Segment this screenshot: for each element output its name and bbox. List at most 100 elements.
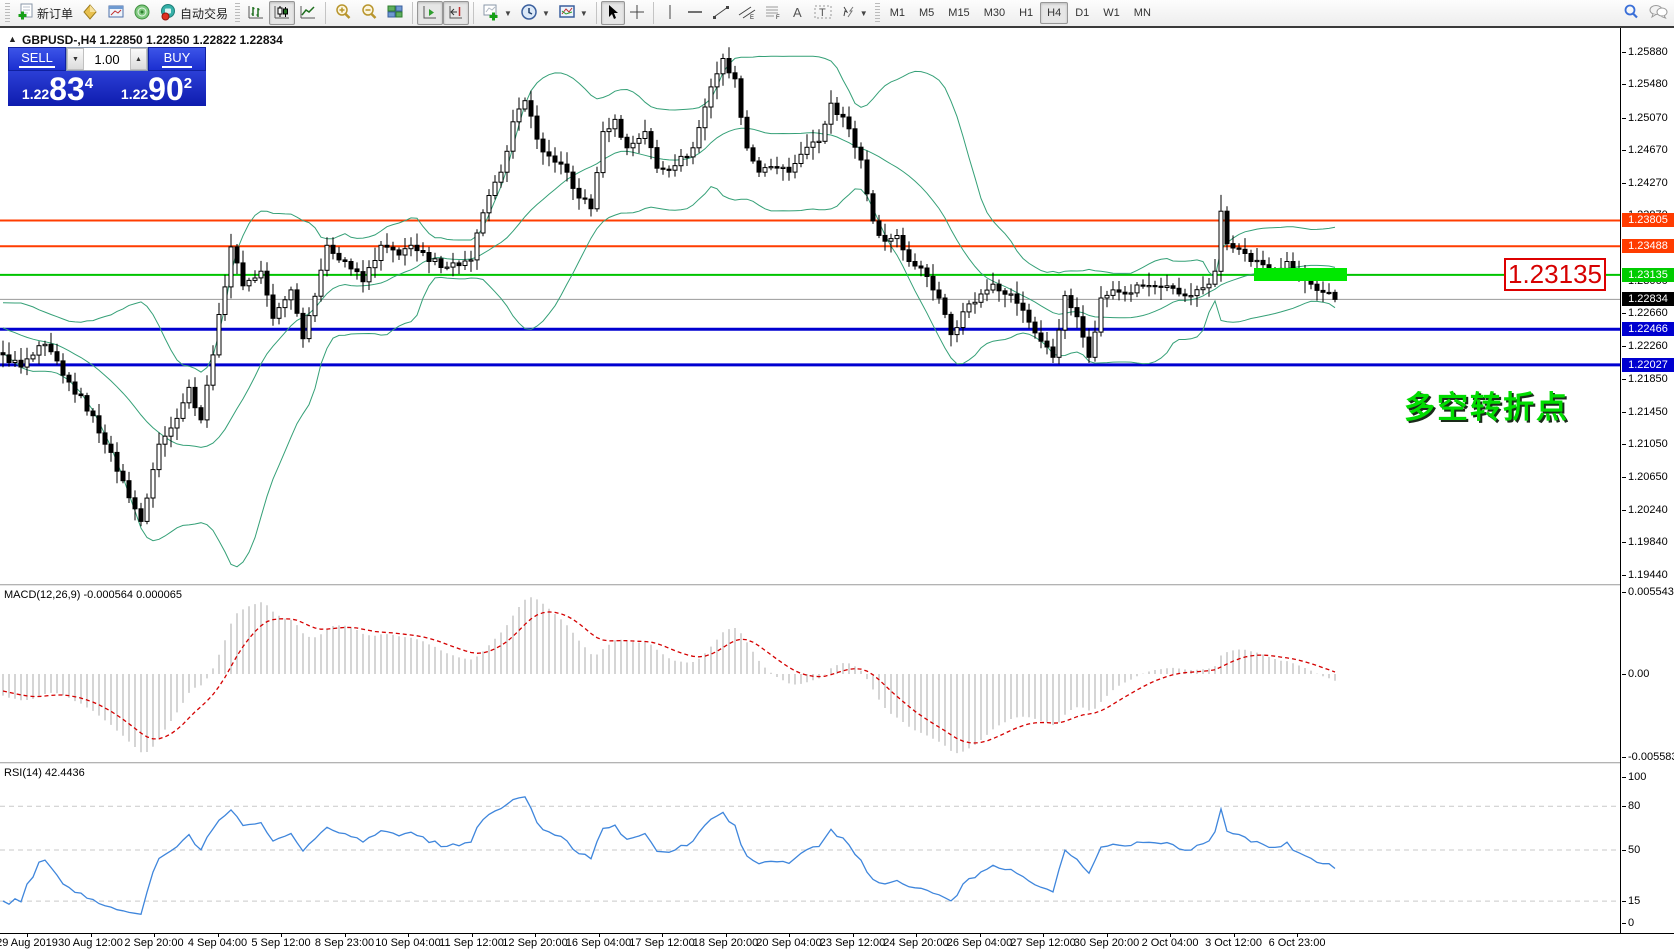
time-axis-label: 16 Sep 04:00 bbox=[565, 937, 632, 949]
price-scale-tick: 1.22260 bbox=[1622, 339, 1668, 352]
price-scale-tick: -0.005583 bbox=[1622, 751, 1674, 764]
search-button[interactable] bbox=[1618, 1, 1644, 25]
timeframe-button-m1[interactable]: M1 bbox=[889, 7, 905, 19]
one-click-trading-panel: SELL ▼ 1.00 ▲ BUY 1.22 83 4 1.22 90 2 bbox=[8, 47, 206, 106]
time-axis-label: 4 Sep 04:00 bbox=[187, 937, 248, 949]
new-order-button[interactable]: 新订单 bbox=[13, 1, 77, 25]
timeframe-button-m5[interactable]: M5 bbox=[919, 7, 935, 19]
chat-bubbles-icon bbox=[1648, 3, 1668, 24]
toolbar-grip[interactable] bbox=[874, 3, 880, 23]
indicators-button[interactable]: ▼ bbox=[478, 1, 516, 25]
timeframe-bar: M1 M5 M15 M30 H1 H4 D1 W1 MN bbox=[883, 2, 1158, 24]
price-scale[interactable]: 1.25880 1.25480 1.25070 1.24670 1.24270 1.238… bbox=[1620, 28, 1674, 933]
one-click-collapse-icon[interactable]: ▲ bbox=[8, 34, 17, 44]
bar-chart-button[interactable] bbox=[243, 1, 269, 25]
time-axis-label: 20 Sep 04:00 bbox=[756, 937, 822, 949]
arrows-button[interactable]: ▼ bbox=[836, 1, 872, 25]
price-scale-badge: 1.22834 bbox=[1622, 292, 1674, 307]
svg-text:T: T bbox=[819, 7, 826, 19]
time-axis-tick bbox=[725, 934, 727, 937]
toolbar-grip[interactable] bbox=[235, 3, 241, 23]
sell-button[interactable]: SELL bbox=[8, 47, 66, 71]
dropdown-caret: ▼ bbox=[504, 8, 512, 18]
macd-pane[interactable] bbox=[0, 586, 1620, 762]
periods-button[interactable]: ▼ bbox=[516, 1, 554, 25]
price-scale-tick: 0.00 bbox=[1621, 668, 1650, 680]
line-chart-button[interactable] bbox=[295, 1, 321, 25]
timeframe-button-m30[interactable]: M30 bbox=[983, 7, 1006, 19]
svg-text:F: F bbox=[776, 15, 780, 20]
volume-down-button[interactable]: ▼ bbox=[67, 48, 84, 70]
buy-price-display[interactable]: 1.22 90 2 bbox=[107, 71, 206, 106]
text-label-button[interactable]: T bbox=[810, 1, 836, 25]
candlestick-chart-button[interactable] bbox=[269, 1, 296, 25]
rsi-pane[interactable] bbox=[0, 764, 1620, 933]
time-axis-label: 10 Sep 04:00 bbox=[375, 937, 441, 949]
main-price-chart[interactable] bbox=[0, 28, 1620, 584]
pane-separator[interactable] bbox=[0, 584, 1674, 586]
cursor-button[interactable] bbox=[600, 1, 625, 25]
time-axis-label: 12 Sep 20:00 bbox=[502, 937, 568, 949]
time-axis-label: 5 Sep 12:00 bbox=[251, 937, 311, 949]
chart-annotation-text[interactable]: 多空转折点 bbox=[1404, 390, 1569, 425]
time-axis-tick bbox=[916, 934, 917, 937]
pane-separator[interactable] bbox=[0, 762, 1674, 764]
time-axis-tick bbox=[535, 934, 536, 937]
price-scale-tick: 1.20650 bbox=[1622, 470, 1668, 483]
time-axis-tick bbox=[90, 934, 92, 937]
equidistant-channel-button[interactable]: E bbox=[734, 1, 760, 25]
metaeditor-button[interactable] bbox=[77, 1, 103, 25]
chart-shift-icon bbox=[447, 3, 465, 24]
volume-value[interactable]: 1.00 bbox=[94, 51, 120, 67]
volume-up-button[interactable]: ▲ bbox=[130, 48, 147, 70]
zoom-out-button[interactable] bbox=[356, 1, 382, 25]
text-button[interactable]: A bbox=[786, 1, 810, 25]
time-axis-label: 30 Aug 12:00 bbox=[58, 937, 123, 949]
price-scale-tick: 1.19440 bbox=[1622, 568, 1668, 581]
time-axis-tick bbox=[154, 934, 155, 937]
buy-button[interactable]: BUY bbox=[148, 47, 206, 71]
time-axis-tick bbox=[979, 934, 981, 937]
arrows-icon bbox=[840, 4, 856, 23]
sell-price-display[interactable]: 1.22 83 4 bbox=[8, 71, 107, 106]
chart-ohlc-header: GBPUSD-,H4 1.22850 1.22850 1.22822 1.228… bbox=[22, 33, 283, 47]
price-tag-label[interactable]: 1.23135 bbox=[1504, 258, 1606, 291]
time-axis-label: 18 Sep 20:00 bbox=[692, 937, 759, 949]
auto-scroll-button[interactable] bbox=[417, 1, 444, 25]
price-scale-tick: 0.005543 bbox=[1622, 585, 1674, 598]
vertical-line-icon bbox=[663, 4, 677, 23]
zoom-in-button[interactable] bbox=[330, 1, 356, 25]
chat-button[interactable] bbox=[1644, 1, 1672, 25]
fibonacci-button[interactable]: F bbox=[760, 1, 786, 25]
timeframe-button-d1[interactable]: D1 bbox=[1075, 7, 1090, 19]
autotrading-button[interactable]: 自动交易 bbox=[155, 1, 232, 25]
time-axis-tick bbox=[1233, 934, 1235, 937]
timeframe-button-mn[interactable]: MN bbox=[1133, 7, 1151, 19]
time-axis[interactable]: 29 Aug 2019 30 Aug 12:00 2 Sep 20:00 4 Sep … bbox=[0, 934, 1674, 950]
timeframe-button-w1[interactable]: W1 bbox=[1103, 7, 1120, 19]
horizontal-line-button[interactable] bbox=[682, 1, 708, 25]
tile-windows-button[interactable] bbox=[382, 1, 408, 25]
trendline-button[interactable] bbox=[708, 1, 734, 25]
time-axis-label: 29 Aug 2019 bbox=[0, 937, 58, 949]
timeframe-button-h4[interactable]: H4 bbox=[1040, 2, 1069, 24]
new-chart-button[interactable] bbox=[103, 1, 129, 25]
templates-button[interactable]: ▼ bbox=[554, 1, 592, 25]
volume-spinner: ▼ 1.00 ▲ bbox=[66, 47, 148, 71]
new-order-label: 新订单 bbox=[37, 6, 74, 21]
price-scale-tick: 1.22660 bbox=[1622, 307, 1668, 320]
chart-shift-button[interactable] bbox=[443, 1, 470, 25]
rsi-indicator-label: RSI(14) 42.4436 bbox=[4, 767, 85, 779]
time-axis-label: 3 Oct 12:00 bbox=[1205, 937, 1262, 949]
toolbar-grip[interactable] bbox=[5, 3, 10, 23]
time-axis-label: 2 Oct 04:00 bbox=[1141, 937, 1199, 949]
macd-indicator-label: MACD(12,26,9) -0.000564 0.000065 bbox=[4, 589, 182, 601]
time-axis-tick bbox=[1170, 934, 1171, 937]
vertical-line-button[interactable] bbox=[658, 1, 682, 25]
timeframe-button-m15[interactable]: M15 bbox=[948, 7, 970, 19]
timeframe-button-h1[interactable]: H1 bbox=[1019, 7, 1034, 19]
signals-button[interactable] bbox=[129, 1, 155, 25]
crosshair-button[interactable] bbox=[625, 1, 649, 25]
crosshair-icon bbox=[629, 4, 645, 23]
price-scale-tick: 1.25480 bbox=[1622, 78, 1668, 91]
